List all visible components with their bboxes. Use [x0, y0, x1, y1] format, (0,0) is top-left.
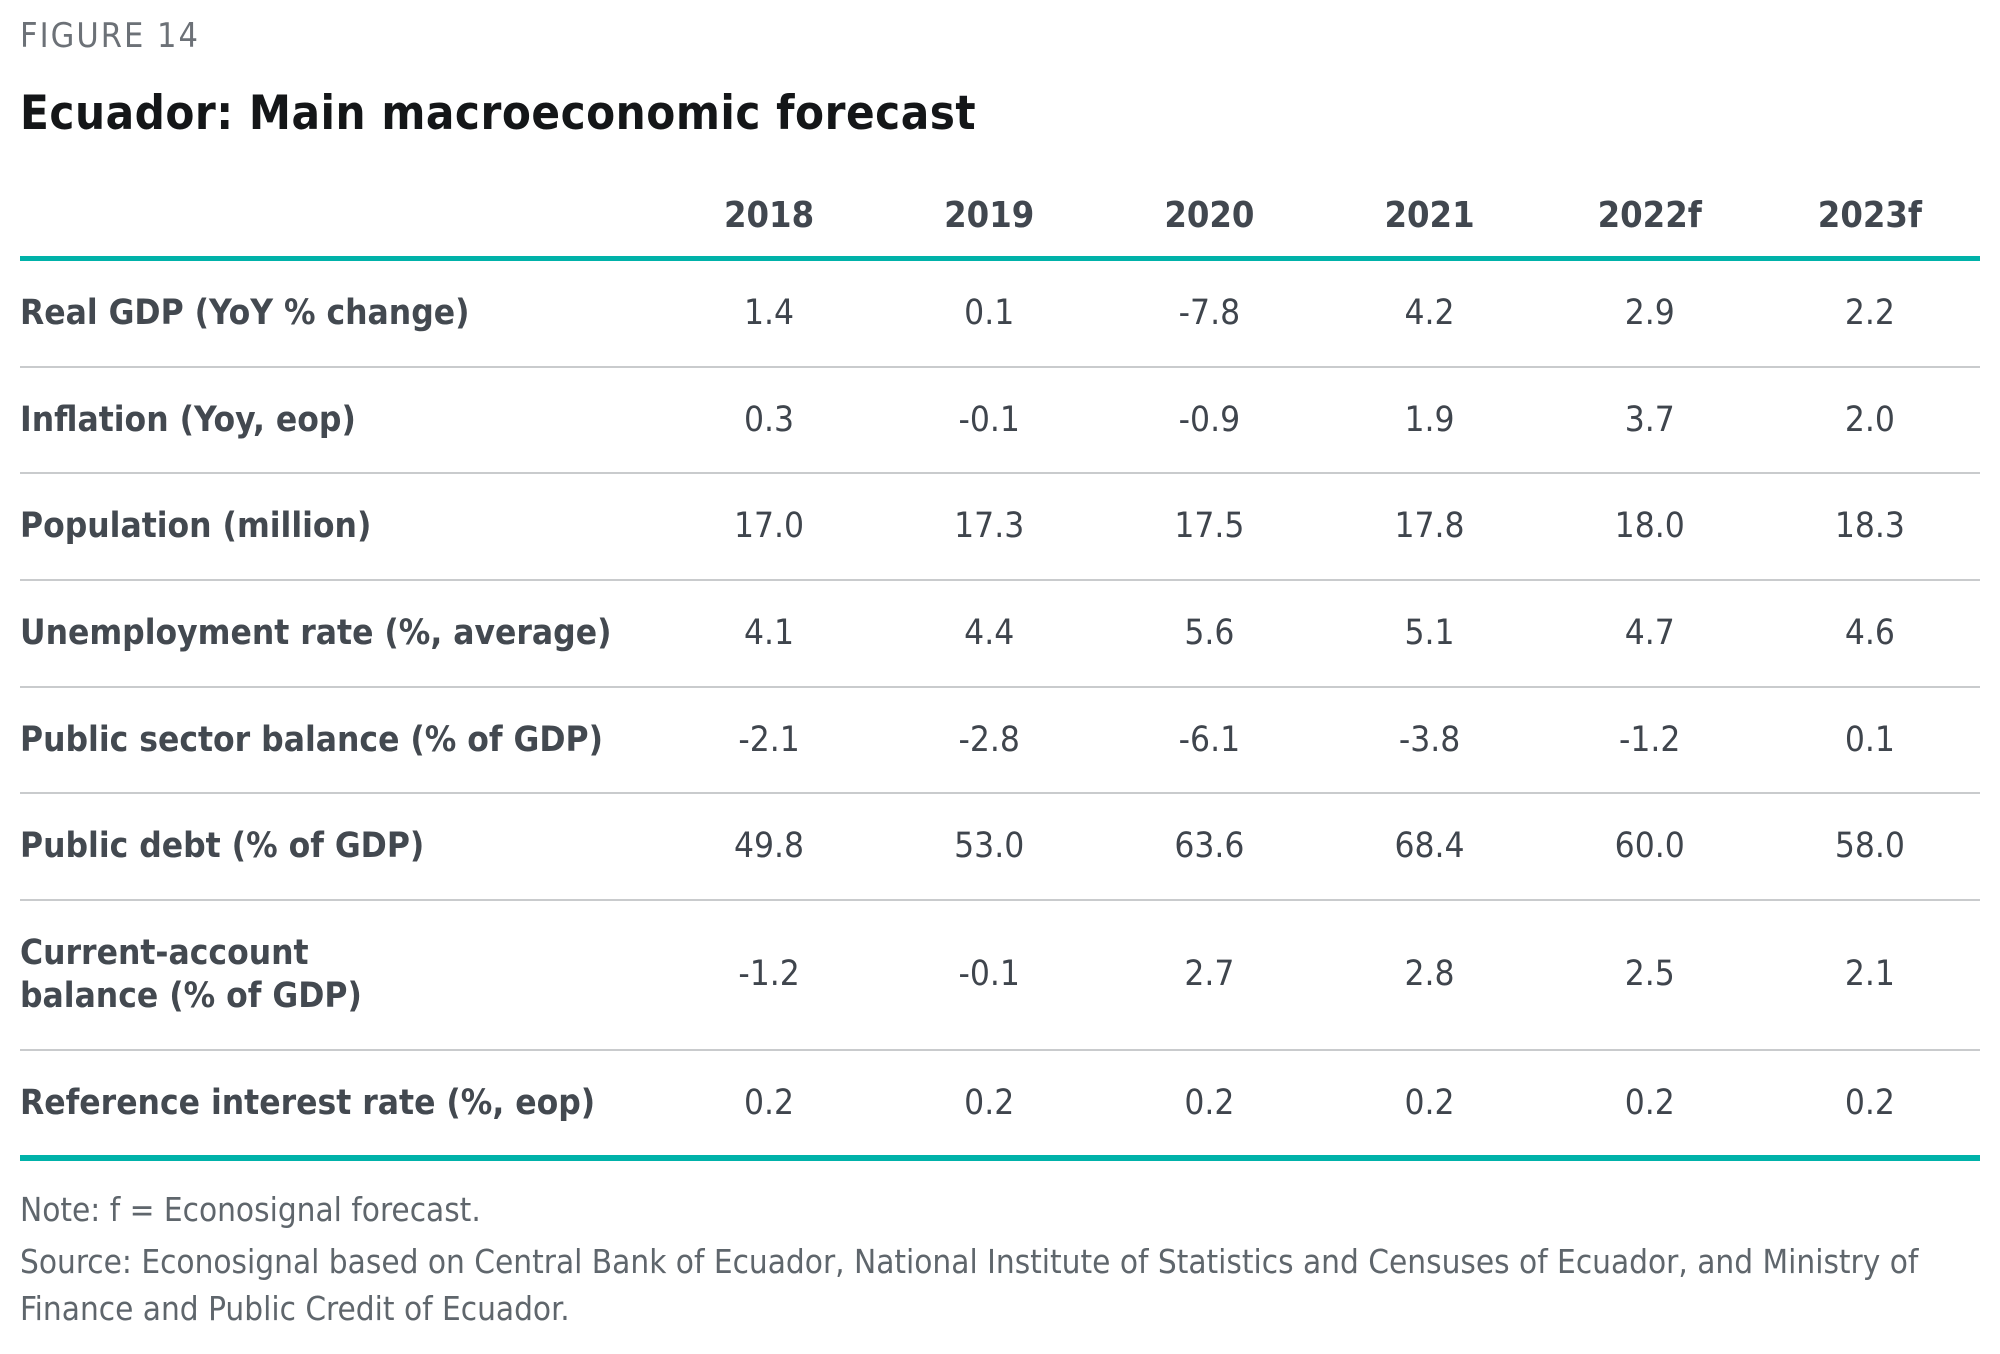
cell-value: 18.0 [1614, 506, 1685, 547]
cell-value: 0.3 [744, 399, 795, 440]
header-row: 2018 2019 2020 2021 2022f 2023f [20, 169, 1980, 261]
row-label: Inflation (Yoy, eop) [20, 399, 356, 440]
cell-value: 0.2 [1624, 1082, 1675, 1123]
cell-value: 2.1 [1844, 954, 1895, 995]
row-label: Reference interest rate (%, eop) [20, 1082, 596, 1123]
note-text: Note: f = Econosignal forecast. [20, 1190, 481, 1230]
cell-value: 58.0 [1834, 826, 1905, 867]
year-column-header: 2023f [1759, 169, 1980, 261]
forecast-table-body: Real GDP (YoY % change) 1.4 0.1 -7.8 4.2 2.9 2… [20, 259, 1980, 1159]
footnotes: Note: f = Econosignal forecast. Source: … [20, 1187, 1980, 1332]
cell-value: 4.2 [1404, 293, 1455, 333]
cell-value: 2.8 [1404, 954, 1455, 995]
cell-value: 0.1 [964, 293, 1015, 333]
cell-value: -7.8 [1178, 293, 1241, 333]
cell-value: 4.7 [1624, 613, 1675, 654]
cell-value: -6.1 [1178, 719, 1241, 760]
year-column-header: 2019 [879, 169, 1100, 261]
cell-value: -0.9 [1178, 399, 1241, 440]
row-label: Unemployment rate (%, average) [20, 613, 612, 654]
row-label: Public sector balance (% of GDP) [20, 719, 604, 760]
table-row: Unemployment rate (%, average) 4.1 4.4 5.6 5… [20, 580, 1980, 687]
cell-value: 4.6 [1844, 613, 1895, 654]
cell-value: 5.1 [1404, 613, 1455, 654]
row-label: Public debt (% of GDP) [20, 826, 425, 867]
cell-value: 17.3 [954, 506, 1025, 547]
year-column-header: 2021 [1319, 169, 1540, 261]
cell-value: 2.5 [1624, 954, 1675, 995]
cell-value: 1.9 [1404, 399, 1455, 440]
cell-value: 68.4 [1394, 826, 1465, 867]
forecast-table-header: 2018 2019 2020 2021 2022f 2023f [20, 169, 1980, 261]
cell-value: 3.7 [1624, 399, 1675, 440]
cell-value: -0.1 [958, 399, 1020, 440]
cell-value: 18.3 [1834, 506, 1905, 547]
table-row: Real GDP (YoY % change) 1.4 0.1 -7.8 4.2 2.9 2… [20, 259, 1980, 367]
row-label: Population (million) [20, 506, 372, 547]
cell-value: 17.8 [1394, 506, 1465, 547]
year-column-header: 2020 [1099, 169, 1320, 261]
cell-value: -2.1 [738, 719, 800, 760]
table-row: Current-account balance (% of GDP) -1.2 -0… [20, 900, 1980, 1050]
table-row: Reference interest rate (%, eop) 0.2 0.2 0.… [20, 1050, 1980, 1159]
header-empty-cell [20, 169, 659, 261]
cell-value: 17.0 [733, 506, 805, 547]
source-text: Source: Econosignal based on Central Ban… [20, 1242, 1919, 1328]
cell-value: -2.8 [958, 719, 1020, 760]
cell-value: 5.6 [1184, 613, 1235, 654]
cell-value: 0.2 [1844, 1082, 1895, 1123]
cell-value: 60.0 [1614, 826, 1685, 867]
figure-label: FIGURE 14 [20, 16, 200, 56]
table-row: Population (million) 17.0 17.3 17.5 17.8 18.0… [20, 473, 1980, 581]
cell-value: 49.8 [733, 826, 805, 867]
row-label: Real GDP (YoY % change) [20, 293, 470, 333]
cell-value: 2.9 [1624, 293, 1675, 333]
cell-value: 0.1 [1844, 719, 1895, 760]
cell-value: 53.0 [954, 826, 1025, 867]
cell-value: -1.2 [738, 954, 800, 995]
cell-value: 17.5 [1174, 506, 1245, 547]
cell-value: 4.4 [964, 613, 1015, 654]
year-column-header: 2022f [1539, 169, 1760, 261]
cell-value: 63.6 [1174, 826, 1245, 867]
cell-value: 0.2 [744, 1082, 795, 1123]
cell-value: 0.2 [1404, 1082, 1455, 1123]
cell-value: -0.1 [958, 954, 1020, 995]
table-row: Public debt (% of GDP) 49.8 53.0 63.6 68.4 60… [20, 793, 1980, 901]
cell-value: -3.8 [1398, 719, 1461, 760]
cell-value: 0.2 [1184, 1082, 1235, 1123]
figure-title: Ecuador: Main macroeconomic forecast [20, 86, 977, 141]
cell-value: 2.2 [1844, 293, 1895, 333]
cell-value: 2.7 [1184, 954, 1235, 995]
cell-value: 4.1 [744, 613, 795, 654]
cell-value: 1.4 [744, 293, 795, 333]
row-label: Current-account balance (% of GDP) [20, 933, 362, 1016]
cell-value: 0.2 [964, 1082, 1015, 1123]
table-row: Inflation (Yoy, eop) 0.3 -0.1 -0.9 1.9 3.7 2.0 [20, 367, 1980, 474]
cell-value: 2.0 [1844, 399, 1895, 440]
forecast-table: 2018 2019 2020 2021 2022f 2023f Real GDP (YoY… [20, 169, 1980, 1161]
cell-value: -1.2 [1619, 719, 1681, 760]
year-column-header: 2018 [658, 169, 880, 261]
table-row: Public sector balance (% of GDP) -2.1 -2.8… [20, 687, 1980, 794]
